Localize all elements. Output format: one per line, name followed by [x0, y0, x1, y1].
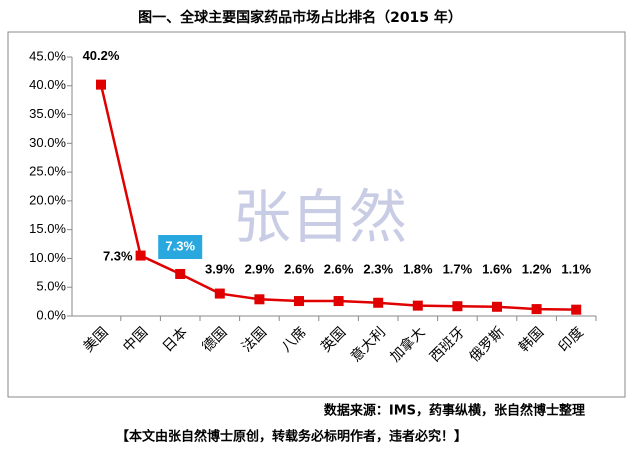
x-tick-label: 八席 — [279, 324, 310, 355]
y-tick-label: 10.0% — [29, 250, 66, 265]
data-label: 40.2% — [83, 48, 120, 63]
watermark: 张自然 — [233, 183, 407, 251]
marker — [412, 300, 423, 311]
x-tick-label: 俄罗斯 — [467, 324, 508, 365]
data-label: 1.1% — [561, 261, 591, 276]
annotation: 7.3% — [103, 248, 133, 263]
y-tick-label: 45.0% — [29, 48, 66, 63]
marker — [294, 296, 304, 307]
marker — [492, 301, 502, 312]
chart-frame — [7, 31, 626, 398]
marker — [254, 294, 265, 305]
x-tick-label: 韩国 — [516, 324, 547, 355]
y-tick-label: 35.0% — [29, 106, 66, 121]
y-tick-label: 15.0% — [29, 221, 66, 236]
marker — [175, 268, 186, 279]
data-label: 2.3% — [363, 261, 393, 276]
y-tick-label: 5.0% — [36, 279, 66, 294]
source-note: 数据来源：IMS，药事纵横，张自然博士整理 — [324, 403, 585, 419]
data-label: 3.9% — [205, 261, 235, 276]
footer-note: 【本文由张自然博士原创，转载务必标明作者，违者必究！】 — [116, 429, 467, 445]
x-tick-label: 法国 — [239, 324, 270, 355]
y-tick-label: 20.0% — [29, 192, 66, 207]
label-highlight — [158, 235, 203, 259]
data-label: 2.6% — [284, 261, 314, 276]
x-tick-label: 英国 — [317, 324, 349, 356]
data-label: 2.9% — [245, 261, 275, 276]
x-tick-label: 加拿大 — [387, 324, 429, 366]
marker — [373, 297, 384, 308]
x-tick-label: 西班牙 — [427, 324, 468, 365]
marker — [571, 304, 582, 315]
x-tick-label: 印度 — [556, 324, 587, 355]
x-tick-label: 美国 — [81, 324, 112, 355]
x-tick-label: 中国 — [120, 324, 151, 355]
x-tick-label: 德国 — [199, 324, 230, 355]
y-tick-label: 40.0% — [29, 77, 66, 92]
x-tick-label: 日本 — [160, 324, 191, 355]
data-label: 7.3% — [165, 238, 195, 253]
data-label: 1.7% — [443, 261, 473, 276]
y-tick-label: 0.0% — [36, 307, 66, 322]
data-label: 1.2% — [522, 261, 552, 276]
x-tick-label: 意大利 — [347, 324, 389, 366]
marker — [531, 304, 542, 315]
marker — [96, 79, 106, 90]
marker — [214, 288, 225, 299]
data-label: 2.6% — [324, 261, 354, 276]
data-label: 1.8% — [403, 261, 433, 276]
marker — [452, 301, 463, 312]
chart-title: 图一、全球主要国家药品市场占比排名（2015 年） — [138, 9, 462, 26]
y-tick-label: 30.0% — [29, 135, 66, 150]
y-tick-label: 25.0% — [29, 164, 66, 179]
marker — [135, 250, 146, 261]
data-label: 1.6% — [482, 261, 512, 276]
marker — [333, 296, 344, 307]
